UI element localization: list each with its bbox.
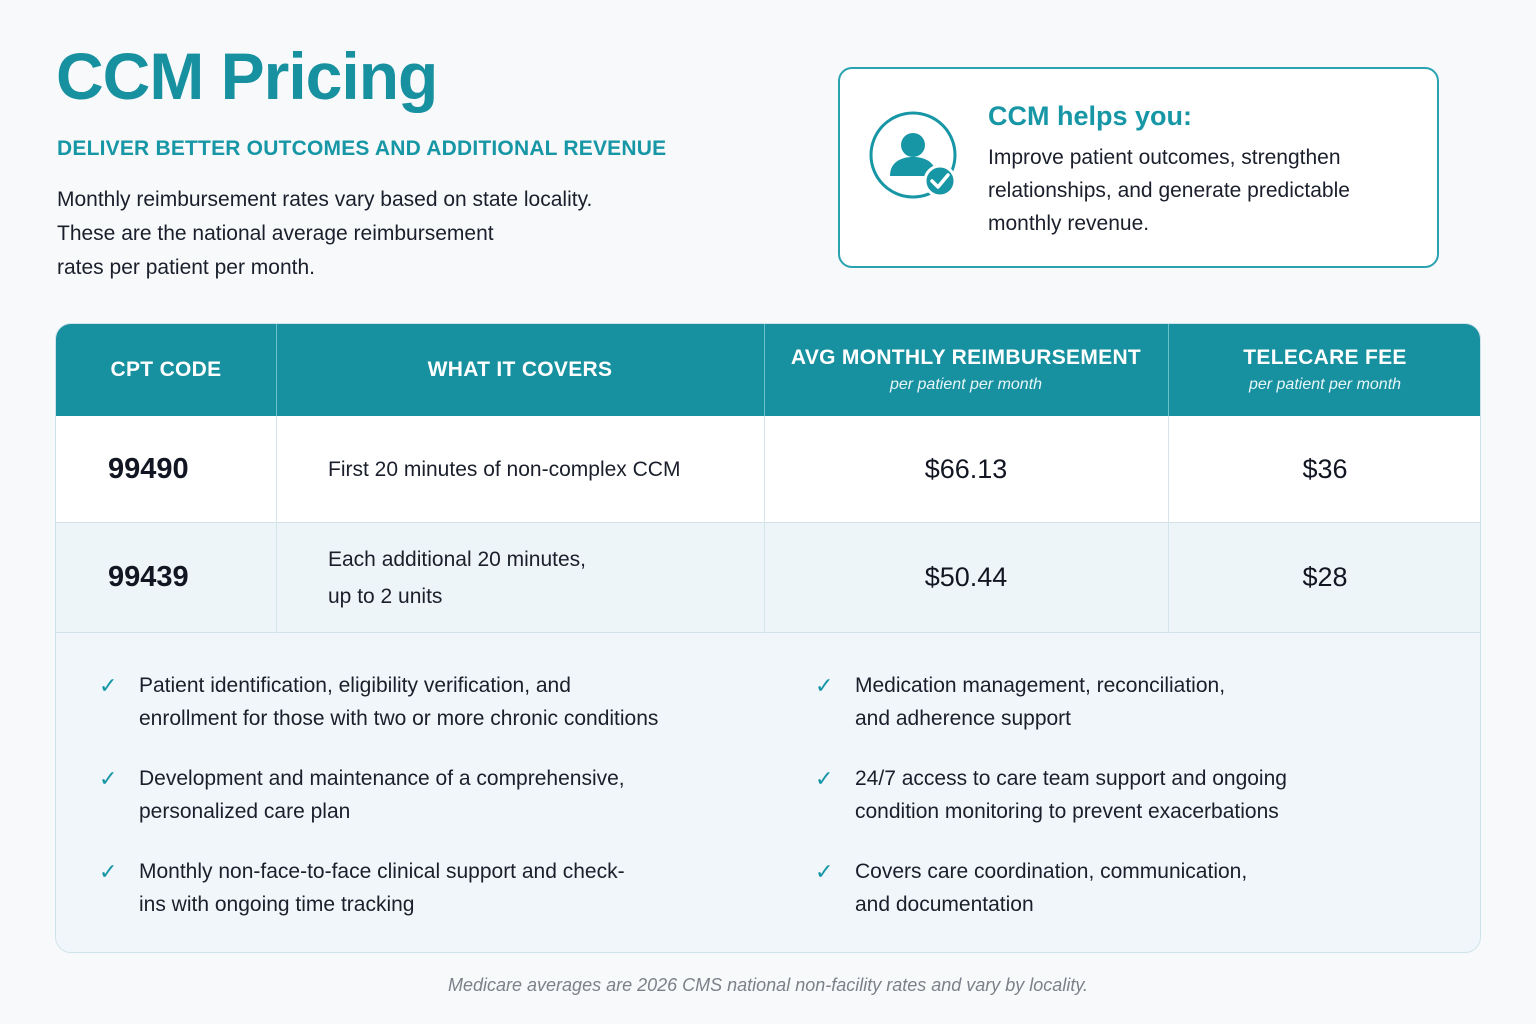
col-header-avg-reimbursement: AVG MONTHLY REIMBURSEMENT per patient pe… xyxy=(764,324,1168,416)
feature-line: Covers care coordination, communication, xyxy=(855,860,1248,883)
col-header-label: CPT CODE xyxy=(110,358,222,381)
feature-item: ✓ Development and maintenance of a compr… xyxy=(99,762,759,828)
checkmark-icon: ✓ xyxy=(815,859,834,884)
column-divider xyxy=(276,416,277,523)
column-divider xyxy=(1168,324,1169,416)
feature-line: 24/7 access to care team support and ong… xyxy=(855,767,1287,790)
feature-line: Patient identification, eligibility veri… xyxy=(139,674,571,697)
feature-item: ✓ Monthly non-face-to-face clinical supp… xyxy=(99,855,759,921)
column-divider xyxy=(276,324,277,416)
feature-item: ✓ Patient identification, eligibility ve… xyxy=(99,669,759,735)
checkmark-icon: ✓ xyxy=(815,673,834,698)
column-divider xyxy=(764,416,765,523)
table-row: 99490 First 20 minutes of non-complex CC… xyxy=(56,416,1480,523)
feature-line: Development and maintenance of a compreh… xyxy=(139,767,625,790)
col-header-label: AVG MONTHLY REIMBURSEMENT xyxy=(790,346,1142,369)
feature-line: and adherence support xyxy=(855,707,1071,730)
col-header-label: WHAT IT COVERS xyxy=(427,358,613,381)
table-header: CPT CODE WHAT IT COVERS AVG MONTHLY REIM… xyxy=(56,324,1480,416)
page-subtitle: DELIVER BETTER OUTCOMES AND ADDITIONAL R… xyxy=(57,137,667,160)
col-header-label: TELECARE FEE xyxy=(1243,346,1407,369)
footnote: Medicare averages are 2026 CMS national … xyxy=(448,975,1088,995)
user-check-icon xyxy=(869,111,957,199)
checkmark-icon: ✓ xyxy=(99,673,118,698)
covers-text: up to 2 units xyxy=(328,584,443,608)
feature-line: personalized care plan xyxy=(139,800,351,823)
covers-text: First 20 minutes of non-complex CCM xyxy=(328,457,681,481)
feature-line: condition monitoring to prevent exacerba… xyxy=(855,800,1279,823)
helps-card-title: CCM helps you: xyxy=(988,101,1193,131)
intro-line: Monthly reimbursement rates vary based o… xyxy=(57,188,593,211)
feature-line: ins with ongoing time tracking xyxy=(139,893,415,916)
column-divider xyxy=(1168,416,1169,523)
col-header-what-it-covers: WHAT IT COVERS xyxy=(276,324,764,416)
telecare-fee: $36 xyxy=(1302,453,1348,484)
intro-line: rates per patient per month. xyxy=(57,256,315,279)
feature-item: ✓ 24/7 access to care team support and o… xyxy=(815,762,1455,828)
col-header-sublabel: per patient per month xyxy=(1248,376,1402,393)
feature-line: enrollment for those with two or more ch… xyxy=(139,707,659,730)
ccm-helps-card: CCM helps you: Improve patient outcomes,… xyxy=(838,67,1439,268)
page-title: CCM Pricing xyxy=(56,39,438,113)
column-divider xyxy=(764,523,765,633)
checkmark-icon: ✓ xyxy=(99,766,118,791)
col-header-telecare-fee: TELECARE FEE per patient per month xyxy=(1168,324,1480,416)
checkmark-icon: ✓ xyxy=(99,859,118,884)
table-row: 99439 Each additional 20 minutes, up to … xyxy=(56,523,1480,633)
helps-card-text: Improve patient outcomes, strengthen rel… xyxy=(988,146,1350,235)
col-header-sublabel: per patient per month xyxy=(889,376,1043,393)
intro-text: Monthly reimbursement rates vary based o… xyxy=(57,183,697,285)
features-list: ✓ Patient identification, eligibility ve… xyxy=(56,633,1480,952)
covers-cell: First 20 minutes of non-complex CCM xyxy=(276,416,764,522)
covers-cell: Each additional 20 minutes, up to 2 unit… xyxy=(276,523,764,632)
telecare-fee: $28 xyxy=(1302,562,1348,592)
feature-line: Monthly non-face-to-face clinical suppor… xyxy=(139,860,625,883)
feature-item: ✓ Covers care coordination, communicatio… xyxy=(815,855,1455,921)
cpt-code: 99490 xyxy=(108,452,189,485)
covers-text: Each additional 20 minutes, xyxy=(328,547,586,571)
col-header-cpt-code: CPT CODE xyxy=(56,324,276,416)
intro-line: These are the national average reimburse… xyxy=(57,222,494,245)
column-divider xyxy=(764,324,765,416)
feature-line: Medication management, reconciliation, xyxy=(855,674,1226,697)
avg-reimbursement: $66.13 xyxy=(924,453,1008,484)
feature-item: ✓ Medication management, reconciliation,… xyxy=(815,669,1455,735)
avg-reimbursement: $50.44 xyxy=(924,562,1008,592)
feature-line: and documentation xyxy=(855,893,1034,916)
cpt-code: 99439 xyxy=(108,561,189,593)
pricing-table: CPT CODE WHAT IT COVERS AVG MONTHLY REIM… xyxy=(55,323,1481,953)
checkmark-icon: ✓ xyxy=(815,766,834,791)
column-divider xyxy=(276,523,277,633)
column-divider xyxy=(1168,523,1169,633)
